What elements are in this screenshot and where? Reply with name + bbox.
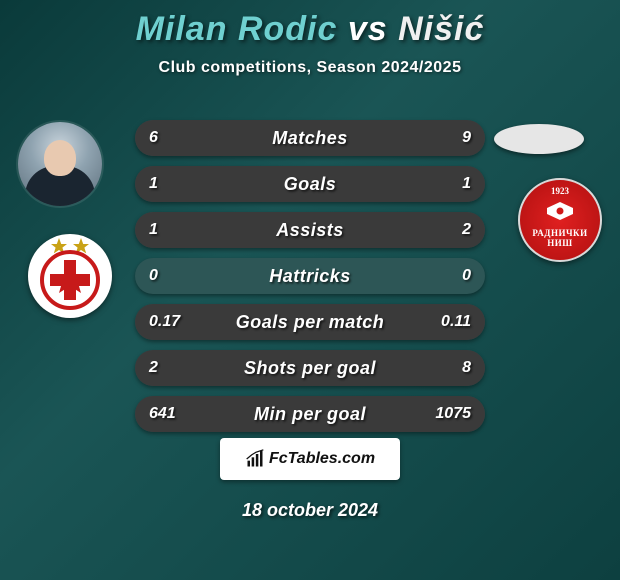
stat-value-right: 0	[462, 258, 471, 294]
stat-label: Min per goal	[135, 396, 485, 432]
player2-club-badge: 1923 РАДНИЧКИ НИШ	[518, 178, 602, 262]
brand-box[interactable]: FcTables.com	[220, 438, 400, 480]
player1-name: Milan Rodic	[136, 10, 338, 48]
stat-row: Matches6 9	[135, 120, 485, 156]
brand-text: FcTables.com	[269, 450, 375, 468]
stat-row: Shots per goal2 8	[135, 350, 485, 386]
stat-value-right: 1	[462, 166, 471, 202]
stat-row: Assists1 2	[135, 212, 485, 248]
stat-value-right: 2	[462, 212, 471, 248]
stat-row: Goals per match0.17 0.11	[135, 304, 485, 340]
comparison-title: Milan Rodic vs Nišić	[0, 0, 620, 49]
stat-value-left: 6	[149, 120, 158, 156]
stats-container: Matches69Goals11Assists12Hattricks00Goal…	[135, 120, 485, 442]
badge-right-line2: НИШ	[532, 238, 587, 248]
stat-row: Min per goal641 1075	[135, 396, 485, 432]
player2-avatar-placeholder	[494, 124, 584, 154]
stat-value-left: 0	[149, 258, 158, 294]
stat-value-right: 0.11	[441, 304, 471, 340]
stat-value-left: 2	[149, 350, 158, 386]
stat-value-left: 1	[149, 166, 158, 202]
vs-text: vs	[348, 10, 388, 48]
date-text: 18 october 2024	[0, 500, 620, 521]
stat-label: Matches	[135, 120, 485, 156]
stat-value-right: 9	[462, 120, 471, 156]
stat-label: Goals per match	[135, 304, 485, 340]
player1-avatar	[18, 122, 102, 206]
stat-value-left: 1	[149, 212, 158, 248]
stat-value-left: 0.17	[149, 304, 180, 340]
chart-icon	[245, 449, 265, 469]
stat-value-left: 641	[149, 396, 176, 432]
player1-club-badge	[28, 234, 112, 318]
stat-label: Shots per goal	[135, 350, 485, 386]
stat-row: Hattricks0 0	[135, 258, 485, 294]
subtitle: Club competitions, Season 2024/2025	[0, 59, 620, 77]
stat-value-right: 8	[462, 350, 471, 386]
badge-right-year: 1923	[551, 186, 569, 196]
stat-label: Hattricks	[135, 258, 485, 294]
stat-row: Goals1 1	[135, 166, 485, 202]
stat-label: Assists	[135, 212, 485, 248]
badge-right-line1: РАДНИЧКИ	[532, 228, 587, 238]
stat-label: Goals	[135, 166, 485, 202]
stat-value-right: 1075	[435, 396, 471, 432]
player2-name: Nišić	[398, 10, 484, 48]
